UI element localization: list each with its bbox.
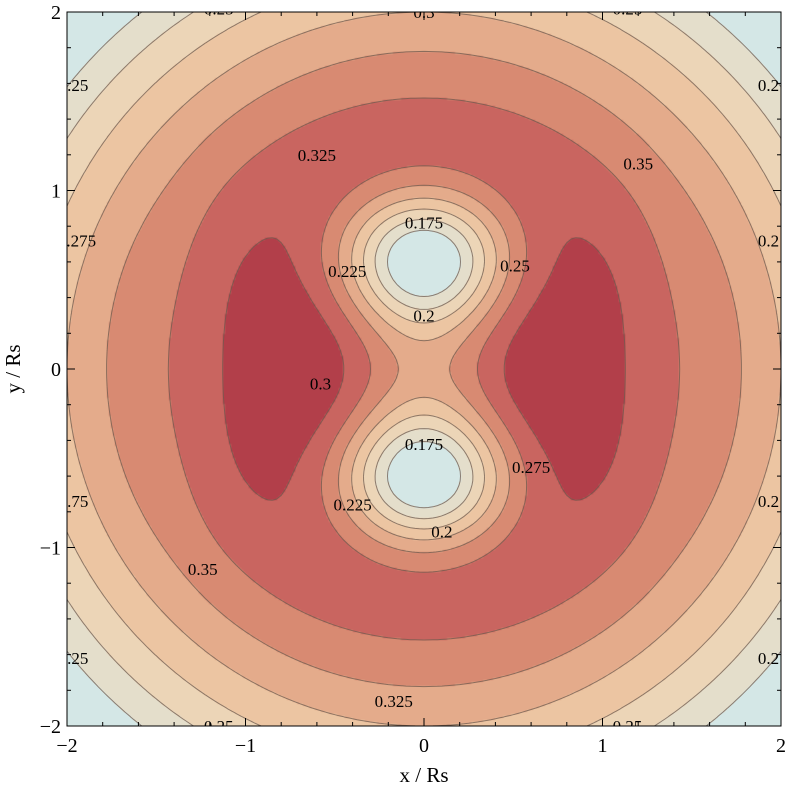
contour-label: 0.175 <box>405 435 443 454</box>
contour-label: 0.325 <box>298 146 336 165</box>
x-tick-label: 1 <box>598 735 608 757</box>
contour-line-0_175 <box>67 12 781 726</box>
contour-line-0_3 <box>167 97 681 641</box>
contour-labels: 0.175 0.2 0.225 0.25 0.3 0.325 0.35 0.175 0.275 0… <box>66 0 779 736</box>
y-tick-label: 2 <box>51 2 61 24</box>
contour-line-0_225 <box>67 12 781 726</box>
y-tick-label: −2 <box>40 716 61 738</box>
x-tick-label: 2 <box>776 735 786 757</box>
contour-label: 0.25 <box>500 257 530 276</box>
contour-label: 0.2 <box>758 76 779 95</box>
contour-label: 0.275 <box>512 458 550 477</box>
contour-label: 0.2 <box>431 522 452 541</box>
x-tick-label: −2 <box>56 735 77 757</box>
contour-label: 0.225 <box>328 262 366 281</box>
contour-label: 0.35 <box>623 155 653 174</box>
contour-line-0_25 <box>67 12 781 726</box>
contour-label: 0.175 <box>405 214 443 233</box>
contour-line-0_2 <box>67 12 781 726</box>
x-tick-label: −1 <box>235 735 256 757</box>
y-tick-label: −1 <box>40 538 61 560</box>
contour-label: .75 <box>67 492 88 511</box>
contour-line-0_325 <box>222 237 626 501</box>
axis-ticks: −2 −1 0 1 2 −2 −1 0 1 2 <box>40 2 786 757</box>
contour-label: 0.25 <box>204 717 234 736</box>
contour-label: 0.25 <box>613 0 643 18</box>
contour-label: 0.2 <box>413 306 434 325</box>
contour-label: 0.2 <box>758 232 779 251</box>
contour-label: 0.3 <box>310 374 331 393</box>
x-axis-label: x / Rs <box>399 763 448 787</box>
contour-label: .25 <box>67 76 88 95</box>
contour-label: 0.25 <box>613 717 643 736</box>
contour-label: 0.2 <box>758 492 779 511</box>
y-tick-label: 1 <box>51 181 61 203</box>
contour-label: 0.35 <box>188 560 218 579</box>
contour-fill <box>67 12 781 726</box>
contour-label: .275 <box>66 232 96 251</box>
y-tick-label: 0 <box>51 359 61 381</box>
contour-label: 0.225 <box>333 496 371 515</box>
contour-label: 0.325 <box>375 692 413 711</box>
contour-lines <box>67 12 781 726</box>
x-tick-label: 0 <box>419 735 429 757</box>
y-axis-label: y / Rs <box>1 344 25 393</box>
contour-label: 0.25 <box>204 0 234 18</box>
contour-label: 0.2 <box>758 649 779 668</box>
contour-line-0_275 <box>106 50 742 688</box>
contour-label: .25 <box>67 649 88 668</box>
plot-area: 0.175 0.2 0.225 0.25 0.3 0.325 0.35 0.175 0.275 0… <box>66 0 781 736</box>
